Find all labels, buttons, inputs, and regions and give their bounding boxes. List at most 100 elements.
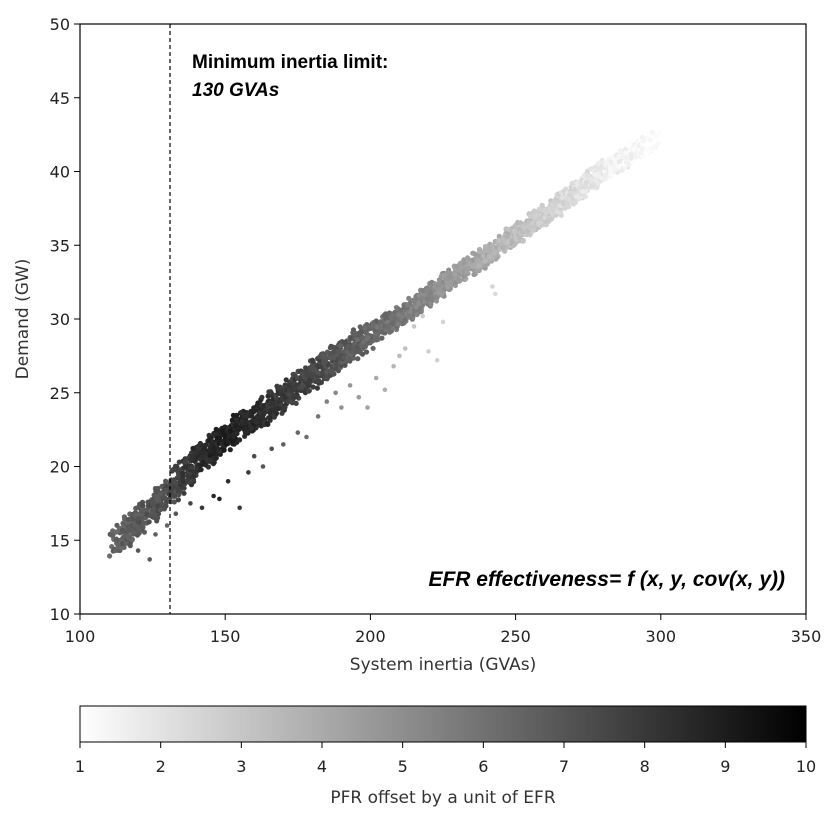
data-point [125, 517, 131, 523]
outlier-point [225, 479, 231, 484]
data-point [644, 147, 650, 153]
data-point [107, 553, 113, 559]
data-point [242, 433, 248, 439]
data-point [125, 535, 131, 541]
colorbar-tick-label: 1 [75, 757, 85, 776]
outlier-point [402, 346, 408, 351]
x-axis-ticks: 100 150 200 250 300 350 [65, 614, 822, 646]
x-tick-label: 150 [210, 627, 241, 646]
data-point [563, 186, 569, 192]
outlier-point [135, 548, 141, 553]
data-point [230, 438, 236, 444]
data-point [239, 418, 245, 425]
data-point [358, 329, 364, 335]
data-point [363, 349, 370, 355]
data-point [207, 448, 213, 454]
data-point [429, 296, 435, 302]
minimum-inertia-label: Minimum inertia limit: [192, 52, 388, 73]
data-point [441, 272, 447, 278]
data-point [197, 440, 203, 447]
data-point [157, 492, 163, 498]
efr-effectiveness-annotation: EFR effectiveness= f (x, y, cov(x, y)) [428, 568, 785, 591]
data-point [172, 493, 178, 499]
data-point [425, 297, 431, 303]
data-point [142, 507, 148, 513]
data-point [383, 314, 389, 320]
data-point [293, 400, 299, 406]
outlier-point [493, 291, 498, 297]
outlier-point [356, 394, 362, 400]
colorbar-tick-label: 3 [236, 757, 246, 776]
data-point [254, 414, 260, 420]
data-point [177, 478, 183, 484]
data-point [184, 477, 190, 483]
y-tick-label: 25 [50, 384, 70, 403]
data-point [364, 336, 370, 342]
data-point [492, 249, 498, 255]
data-point [162, 495, 168, 501]
data-point [306, 379, 312, 385]
data-point [207, 452, 213, 458]
outlier-point [147, 557, 152, 562]
data-point [602, 173, 608, 179]
data-point [259, 394, 265, 400]
data-point [208, 435, 214, 441]
data-point [315, 370, 321, 376]
data-point [269, 400, 275, 406]
y-tick-label: 45 [50, 89, 70, 108]
data-point [464, 268, 470, 274]
data-point [599, 157, 605, 163]
x-tick-label: 100 [65, 627, 96, 646]
data-point [562, 205, 568, 211]
data-point [170, 485, 176, 491]
data-point [517, 220, 524, 226]
data-point [175, 497, 181, 503]
data-point [310, 384, 316, 390]
data-point [234, 430, 240, 437]
data-point [199, 461, 205, 467]
data-point [632, 153, 639, 159]
data-point [396, 312, 402, 318]
plot-area [80, 24, 806, 614]
data-point [458, 260, 464, 266]
outlier-point [153, 532, 158, 537]
data-point [341, 354, 347, 360]
data-point [354, 336, 360, 343]
data-point [241, 413, 247, 419]
data-point [361, 344, 367, 350]
data-point [191, 473, 197, 479]
data-point [511, 228, 517, 234]
data-point [546, 216, 552, 222]
data-point [276, 399, 282, 405]
data-point [490, 243, 496, 249]
data-point [482, 265, 488, 271]
outlier-point [347, 383, 353, 388]
data-point [616, 159, 623, 165]
data-point [213, 426, 219, 432]
data-point [290, 371, 296, 377]
x-tick-label: 350 [791, 627, 822, 646]
data-point [194, 465, 200, 471]
data-point [189, 464, 195, 470]
data-point [254, 403, 260, 409]
data-point [345, 357, 351, 363]
data-point [171, 499, 177, 505]
data-point [113, 536, 119, 542]
outlier-point [211, 493, 216, 499]
data-point [356, 348, 362, 354]
data-point [657, 130, 663, 136]
outlier-point [246, 470, 251, 475]
data-point [655, 140, 661, 146]
data-point [286, 392, 292, 398]
colorbar-tick-label: 9 [720, 757, 730, 776]
data-point [251, 408, 257, 414]
data-point [309, 357, 316, 363]
data-point [172, 480, 178, 486]
data-point [373, 337, 380, 343]
colorbar-ticks: 1 2 3 4 5 6 7 8 9 10 [75, 742, 816, 776]
outlier-point [251, 453, 257, 459]
data-point [536, 220, 542, 226]
data-point [276, 405, 282, 412]
data-point [315, 364, 322, 370]
